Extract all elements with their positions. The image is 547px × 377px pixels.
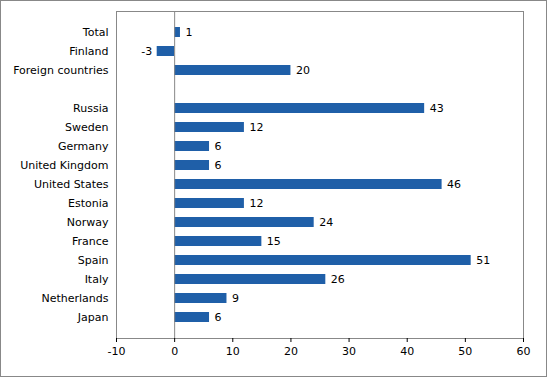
svg-text:United States: United States [34, 178, 109, 191]
svg-text:20: 20 [296, 64, 310, 77]
svg-text:12: 12 [249, 197, 263, 210]
svg-text:Norway: Norway [67, 216, 109, 229]
svg-text:20: 20 [284, 345, 298, 358]
svg-text:Finland: Finland [69, 45, 108, 58]
svg-text:26: 26 [331, 273, 345, 286]
svg-text:10: 10 [226, 345, 240, 358]
svg-text:-10: -10 [108, 345, 126, 358]
svg-text:Netherlands: Netherlands [41, 292, 108, 305]
svg-text:9: 9 [232, 292, 239, 305]
svg-text:Russia: Russia [73, 102, 108, 115]
svg-text:6: 6 [215, 140, 222, 153]
svg-text:-3: -3 [141, 45, 152, 58]
svg-text:Spain: Spain [78, 254, 109, 267]
svg-text:Estonia: Estonia [68, 197, 109, 210]
svg-text:60: 60 [517, 345, 531, 358]
svg-text:30: 30 [342, 345, 356, 358]
svg-text:Total: Total [82, 26, 109, 39]
svg-text:46: 46 [447, 178, 461, 191]
svg-text:Italy: Italy [85, 273, 109, 286]
svg-text:12: 12 [249, 121, 263, 134]
svg-text:France: France [72, 235, 109, 248]
svg-text:6: 6 [215, 159, 222, 172]
svg-text:15: 15 [267, 235, 281, 248]
svg-text:43: 43 [430, 102, 444, 115]
svg-text:Japan: Japan [77, 311, 109, 324]
svg-text:0: 0 [171, 345, 178, 358]
svg-text:24: 24 [319, 216, 333, 229]
svg-text:40: 40 [400, 345, 414, 358]
svg-text:50: 50 [458, 345, 472, 358]
svg-text:Foreign countries: Foreign countries [13, 64, 109, 77]
svg-text:1: 1 [185, 26, 192, 39]
svg-text:United Kingdom: United Kingdom [20, 159, 108, 172]
svg-text:Sweden: Sweden [65, 121, 108, 134]
svg-text:51: 51 [476, 254, 490, 267]
svg-text:6: 6 [215, 311, 222, 324]
svg-text:Germany: Germany [58, 140, 109, 153]
